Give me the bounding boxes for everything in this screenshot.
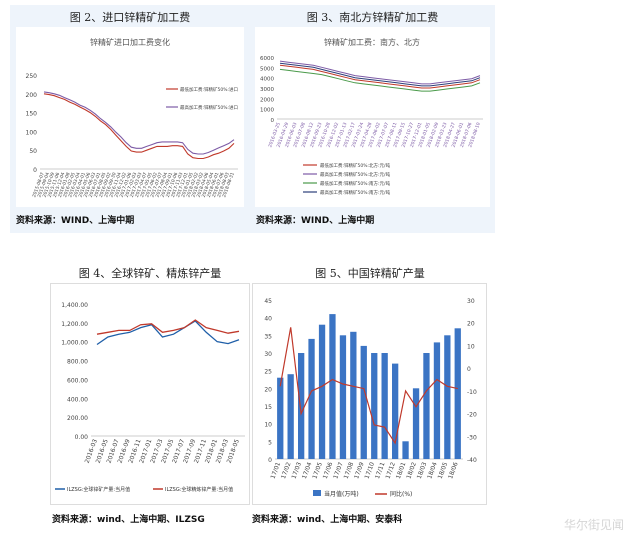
- fig2-ytick: 250: [26, 73, 38, 80]
- fig3-series: [279, 60, 481, 85]
- fig2-legend-label: 最高加工费:锌精矿50%:进口: [180, 104, 238, 111]
- fig5-bar: [433, 342, 441, 459]
- fig3-series: [279, 62, 481, 87]
- fig2-title: 图 2、进口锌精矿加工费: [69, 11, 191, 24]
- fig4-panel: 图 4、全球锌矿、精炼锌产量 0.00 200.00 400.00 600.00 800…: [50, 265, 250, 527]
- fig5-ytick: 25: [264, 369, 272, 376]
- fig4-legend-label: ILZSG:全球精炼锌产量:当月值: [165, 486, 233, 493]
- fig5-y2tick: 20: [467, 321, 475, 328]
- fig4-ytick: 200.00: [67, 415, 88, 422]
- fig4-legend-label: ILZSG:全球锌矿产量:当月值: [67, 486, 130, 493]
- fig3-legend-label: 最低加工费:锌精矿50%:北方:元/吨: [320, 162, 391, 169]
- fig3-ytick: 3000: [260, 87, 274, 93]
- fig5-bar: [360, 345, 367, 459]
- fig5-bar: [381, 353, 388, 459]
- fig3-ytick: 6000: [260, 56, 274, 62]
- fig5-source: 资料来源：wind、上海中期、安泰科: [252, 515, 403, 525]
- fig5-ytick: 35: [264, 333, 272, 340]
- fig5-bar: [371, 353, 378, 459]
- fig5-y2tick: 30: [467, 298, 475, 305]
- fig3-ytick: 0: [271, 118, 275, 124]
- fig5-legend-label: 同比(%): [390, 490, 412, 498]
- fig3-series: [279, 64, 481, 89]
- fig5-bar: [392, 363, 399, 459]
- fig5-ytick: 20: [264, 386, 272, 393]
- fig2-series-min: [43, 93, 235, 160]
- fig4-series-refined: [96, 319, 240, 335]
- fig4-title: 图 4、全球锌矿、精炼锌产量: [78, 267, 222, 280]
- fig5-title: 图 5、中国锌精矿产量: [315, 267, 425, 280]
- fig5-y2tick: -10: [467, 389, 477, 396]
- fig3-chart-title: 锌精矿加工费：南方、北方: [324, 37, 420, 47]
- fig5-y2tick: 0: [467, 366, 471, 373]
- watermark: 华尔街见闻: [563, 518, 624, 532]
- fig5-bar: [329, 314, 336, 459]
- fig3-legend-label: 最低加工费:锌精矿50%:南方:元/吨: [320, 180, 391, 187]
- fig4-ytick: 800.00: [67, 359, 88, 366]
- fig2-ytick: 100: [26, 129, 38, 136]
- fig5-y2tick: -40: [467, 457, 477, 464]
- fig5-ytick: 40: [264, 316, 272, 323]
- fig4-series-mine: [96, 320, 240, 346]
- fig4-ytick: 1,000.00: [61, 340, 88, 347]
- fig3-ytick: 4000: [260, 77, 274, 83]
- fig5-y2tick: 10: [467, 343, 475, 350]
- fig3-series: [279, 68, 481, 92]
- fig5-bar: [402, 441, 409, 459]
- fig5-ytick: 15: [264, 404, 272, 411]
- fig3-legend-label: 最高加工费:锌精矿50%:北方:元/吨: [320, 171, 391, 178]
- fig5-chart: 051015202530354045-40-30-20-10010203017/…: [252, 283, 487, 505]
- fig5-series-yoy: [279, 327, 458, 445]
- fig3-ytick: 5000: [260, 66, 274, 72]
- fig5-ytick: 30: [264, 351, 272, 358]
- fig5-bar: [308, 338, 315, 459]
- fig4-ytick: 400.00: [67, 396, 88, 403]
- fig4-ytick: 0.00: [75, 434, 89, 441]
- fig5-ytick: 45: [264, 298, 272, 305]
- fig4-ytick: 600.00: [67, 377, 88, 384]
- fig4-chart: 0.00 200.00 400.00 600.00 800.00 1,000.00 1,20…: [50, 283, 250, 505]
- fig5-bar: [423, 353, 430, 459]
- fig5-ytick: 5: [268, 439, 272, 446]
- fig2-ytick: 200: [26, 92, 38, 99]
- fig5-bar: [412, 388, 420, 459]
- fig3-panel: 图 3、南北方锌精矿加工费 锌精矿加工费：南方、北方 0 1000 2000 3000 4…: [250, 5, 495, 233]
- fig3-ytick: 2000: [260, 97, 274, 103]
- fig2-source: 资料来源：WIND、上海中期: [16, 216, 135, 226]
- fig5-bar: [350, 331, 357, 459]
- fig5-bar: [444, 335, 451, 459]
- fig4-ytick: 1,200.00: [61, 321, 88, 328]
- fig5-bar: [298, 353, 305, 459]
- fig5-bar: [277, 377, 284, 459]
- fig5-bar: [339, 335, 347, 459]
- fig5-bar: [287, 374, 294, 459]
- fig3-chart: 锌精矿加工费：南方、北方0100020003000400050006000201…: [255, 27, 490, 207]
- fig2-chart-title: 锌精矿进口加工费变化: [90, 37, 170, 47]
- fig5-bar: [318, 324, 326, 459]
- fig3-ytick: 1000: [260, 108, 274, 114]
- fig2-ytick: 0: [33, 167, 37, 174]
- fig5-y2tick: -20: [467, 412, 477, 419]
- fig2-legend-label: 最低加工费:锌精矿50%:进口: [180, 86, 238, 93]
- fig2-panel: 图 2、进口锌精矿加工费 锌精矿进口加工费变化 0 50 100 150 200 250 20…: [10, 5, 250, 233]
- fig5-ytick: 0: [268, 457, 272, 464]
- fig5-panel: 图 5、中国锌精矿产量 0 5 10 15 20 25 30 35 40 45 -40 -30 -20 -…: [250, 265, 490, 527]
- fig3-source: 资料来源：WIND、上海中期: [256, 216, 375, 226]
- fig2-ytick: 150: [26, 111, 38, 118]
- fig3-legend-label: 最高加工费:锌精矿50%:南方:元/吨: [320, 189, 391, 196]
- fig3-title: 图 3、南北方锌精矿加工费: [306, 11, 439, 24]
- fig4-ytick: 1,400.00: [61, 302, 88, 309]
- fig5-ytick: 10: [264, 422, 272, 429]
- fig4-source: 资料来源：wind、上海中期、ILZSG: [52, 515, 205, 525]
- fig5-legend-label: 当月值(万吨): [324, 490, 359, 498]
- fig5-y2tick: -30: [467, 434, 477, 441]
- fig2-chart: 锌精矿进口加工费变化0501001502002502015-08-072015-…: [16, 27, 244, 207]
- fig2-series-max: [43, 91, 235, 155]
- fig2-ytick: 50: [29, 148, 37, 155]
- fig5-bar: [454, 328, 461, 459]
- fig5-legend-swatch: [313, 490, 321, 496]
